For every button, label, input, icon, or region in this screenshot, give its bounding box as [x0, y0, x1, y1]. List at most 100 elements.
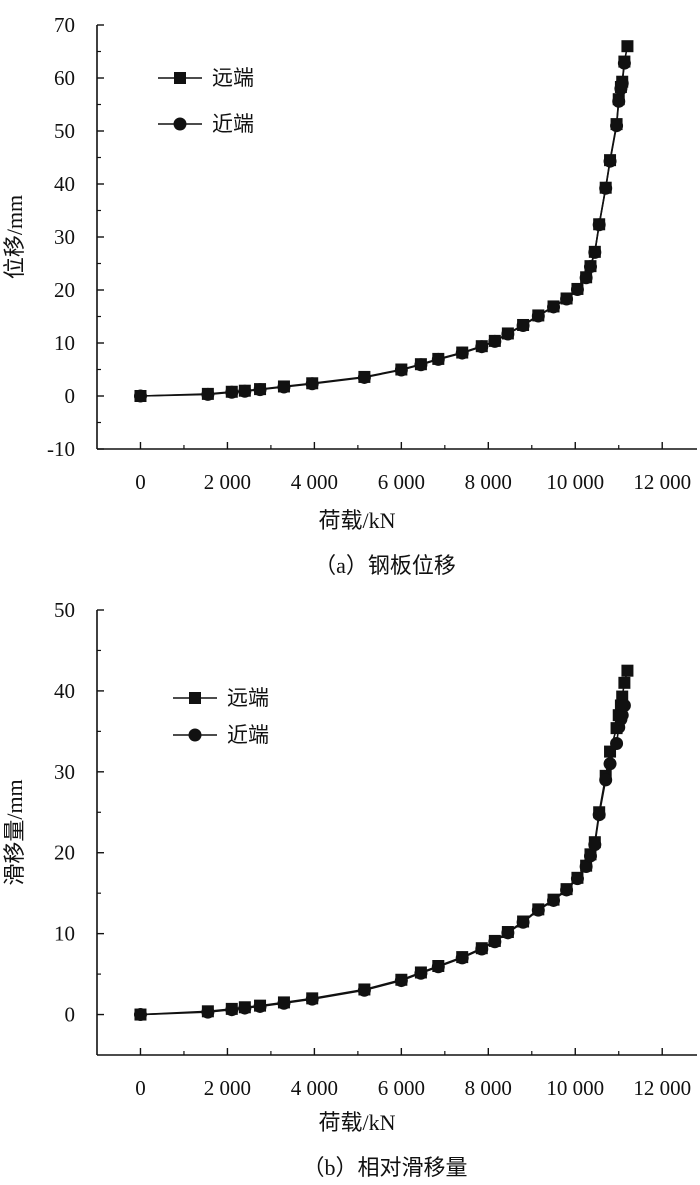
series-line — [140, 705, 626, 1016]
data-point-circle — [615, 708, 629, 722]
y-tick-label: 40 — [54, 679, 75, 703]
data-point-circle — [238, 384, 252, 398]
data-point-circle — [253, 999, 267, 1013]
data-point-circle — [599, 773, 613, 787]
y-axis-title: 位移/mm — [2, 195, 27, 279]
legend-item: 近端 — [158, 112, 254, 136]
data-point-circle — [431, 352, 445, 366]
data-point-circle — [588, 838, 602, 852]
x-tick-label: 10 000 — [546, 1076, 604, 1100]
data-point-circle — [588, 245, 602, 259]
y-tick-label: 30 — [54, 225, 75, 249]
legend-label: 远端 — [227, 686, 269, 710]
data-point-circle — [583, 260, 597, 274]
legend-label: 近端 — [227, 723, 269, 747]
data-point-circle — [394, 974, 408, 988]
data-point-circle — [277, 996, 291, 1010]
data-point-circle — [305, 377, 319, 391]
data-point-circle — [475, 942, 489, 956]
data-point-circle — [475, 340, 489, 354]
x-tick-label: 6 000 — [378, 470, 425, 494]
data-point-circle — [579, 271, 593, 285]
data-point-square — [621, 40, 634, 53]
data-point-circle — [516, 319, 530, 333]
data-point-circle — [615, 76, 629, 90]
chart-relative-slip: 0 10 20 30 40 50 0 2 000 4 000 6 000 8 000 10 000 12… — [2, 598, 697, 1180]
data-point-circle — [357, 983, 371, 997]
y-tick-label: 50 — [54, 598, 75, 622]
data-point-circle — [455, 951, 469, 965]
data-point-circle — [225, 1003, 239, 1017]
legend-item: 近端 — [173, 723, 269, 747]
series-near-end — [133, 56, 631, 403]
data-point-circle — [603, 154, 617, 168]
x-tick-label: 2 000 — [204, 470, 251, 494]
data-point-circle — [455, 346, 469, 360]
legend-label: 远端 — [212, 66, 254, 90]
x-tick-label: 8 000 — [465, 470, 512, 494]
y-axis-title: 滑移量/mm — [2, 779, 27, 885]
data-point-circle — [305, 992, 319, 1006]
figure-caption: （a）钢板位移 — [314, 553, 456, 578]
legend-marker-circle — [188, 728, 202, 742]
x-tick-label: 12 000 — [633, 470, 691, 494]
x-axis-title: 荷载/kN — [318, 508, 395, 533]
data-point-circle — [612, 94, 626, 108]
y-tick-label: 0 — [65, 1003, 76, 1027]
data-point-circle — [560, 292, 574, 306]
data-point-circle — [570, 872, 584, 886]
legend-label: 近端 — [212, 112, 254, 136]
data-point-circle — [357, 370, 371, 384]
y-tick-label: 20 — [54, 841, 75, 865]
x-tick-label: 0 — [135, 1076, 146, 1100]
x-tick-label: 4 000 — [291, 1076, 338, 1100]
data-point-circle — [277, 380, 291, 394]
data-point-circle — [583, 849, 597, 863]
data-point-circle — [488, 935, 502, 949]
data-point-circle — [431, 960, 445, 974]
data-point-circle — [414, 966, 428, 980]
series-line — [140, 46, 629, 397]
y-tick-label: 70 — [54, 13, 75, 37]
x-axis-title: 荷载/kN — [318, 1110, 395, 1135]
data-point-circle — [547, 893, 561, 907]
x-tick-label: 8 000 — [465, 1076, 512, 1100]
x-tick-label: 10 000 — [546, 470, 604, 494]
data-point-circle — [225, 385, 239, 399]
y-tick-label: 0 — [65, 384, 76, 408]
data-point-circle — [201, 1005, 215, 1019]
data-point-circle — [610, 119, 624, 133]
x-tick-label: 4 000 — [291, 470, 338, 494]
data-point-circle — [599, 181, 613, 195]
data-point-circle — [617, 698, 631, 712]
data-point-circle — [531, 903, 545, 917]
series-near-end — [133, 698, 631, 1022]
data-point-circle — [253, 383, 267, 397]
legend-marker-square — [174, 72, 186, 84]
data-point-circle — [570, 282, 584, 296]
x-tick-label: 12 000 — [633, 1076, 691, 1100]
data-point-circle — [617, 56, 631, 70]
y-tick-label: 10 — [54, 922, 75, 946]
data-point-square — [621, 664, 634, 677]
series-far-end — [134, 40, 634, 402]
data-point-circle — [133, 1008, 147, 1022]
legend-marker-square — [189, 692, 201, 704]
data-point-circle — [603, 757, 617, 771]
data-point-circle — [201, 387, 215, 401]
data-point-circle — [501, 327, 515, 341]
data-point-circle — [610, 737, 624, 750]
legend-marker-circle — [173, 117, 187, 131]
y-tick-label: 20 — [54, 278, 75, 302]
data-point-circle — [501, 926, 515, 940]
x-tick-label: 2 000 — [204, 1076, 251, 1100]
y-tick-label: 60 — [54, 66, 75, 90]
data-point-circle — [516, 915, 530, 929]
data-point-circle — [560, 883, 574, 897]
y-tick-label: -10 — [47, 437, 75, 461]
data-point-circle — [531, 309, 545, 323]
data-point-square — [618, 676, 631, 689]
series-line — [140, 670, 629, 1016]
x-tick-label: 6 000 — [378, 1076, 425, 1100]
